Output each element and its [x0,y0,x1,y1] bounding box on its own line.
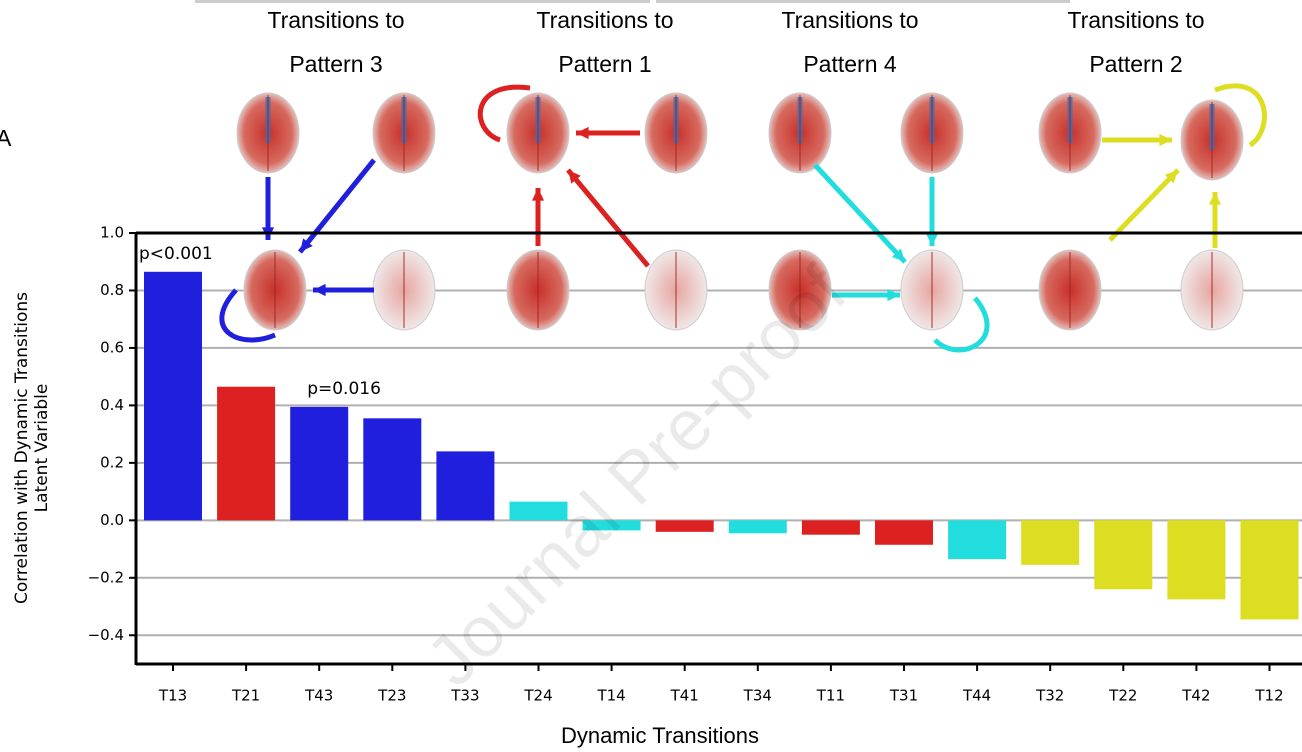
group-title: Pattern 2 [1089,51,1182,77]
annotation: p=0.016 [307,379,381,399]
arrow-head [1209,192,1221,205]
y-tick-label: 0.6 [100,338,124,356]
y-tick-label: 0.8 [100,281,124,299]
x-tick-label: T21 [231,687,260,705]
x-tick-label: T41 [670,687,699,705]
bar [1094,520,1152,589]
x-tick-label: T23 [377,687,406,705]
arrow-head [926,233,938,246]
x-tick-label: T12 [1254,687,1283,705]
bar [363,418,421,520]
x-tick-label: T43 [304,687,333,705]
bar [144,272,202,521]
x-tick-label: T42 [1181,687,1210,705]
x-tick-label: T14 [596,687,625,705]
y-axis-title: Latent Variable [32,384,52,513]
transition-arrow [815,165,905,262]
y-tick-label: 1.0 [100,224,124,242]
x-tick-label: T31 [889,687,918,705]
x-tick-label: T11 [816,687,845,705]
arrow-head [576,127,589,139]
bar [729,520,787,533]
group-title: Transitions to [536,7,673,33]
brain-diagrams [222,86,1265,350]
chart: Correlation with Dynamic TransitionsLate… [0,0,1302,752]
arrow-head [532,188,544,201]
y-tick-label: 0.2 [100,453,124,471]
transition-arrow [300,160,374,252]
bar [436,451,494,520]
group-title: Pattern 4 [803,51,897,77]
y-tick-label: −0.2 [88,568,124,586]
bar [217,387,275,521]
group-title: Transitions to [1067,7,1204,33]
transition-arrow [1110,170,1178,240]
bar [802,520,860,534]
bar [875,520,933,544]
x-tick-label: T44 [962,687,991,705]
x-axis-title: Dynamic Transitions [561,723,759,748]
group-title: Pattern 3 [289,51,382,77]
group-title: Transitions to [267,7,404,33]
x-tick-label: T13 [158,687,187,705]
y-tick-label: −0.4 [88,626,124,644]
bar [1167,520,1225,599]
bar [656,520,714,531]
bar [290,407,348,520]
x-tick-label: T22 [1108,687,1137,705]
annotation: p<0.001 [139,244,213,264]
y-tick-label: 0.0 [100,511,124,529]
bar [1021,520,1079,565]
group-title: Pattern 1 [558,51,651,77]
x-tick-label: T32 [1035,687,1064,705]
arrow-head [313,284,326,296]
y-tick-label: 0.4 [100,396,124,414]
y-axis-title: Correlation with Dynamic Transitions [12,292,32,604]
bar [1241,520,1299,619]
group-title: Transitions to [781,7,918,33]
x-tick-label: T34 [743,687,772,705]
transition-arrow [568,170,648,266]
x-tick-label: T24 [523,687,552,705]
arrow-head [1159,134,1172,146]
panel-label: A [0,125,12,151]
bar [948,520,1006,559]
